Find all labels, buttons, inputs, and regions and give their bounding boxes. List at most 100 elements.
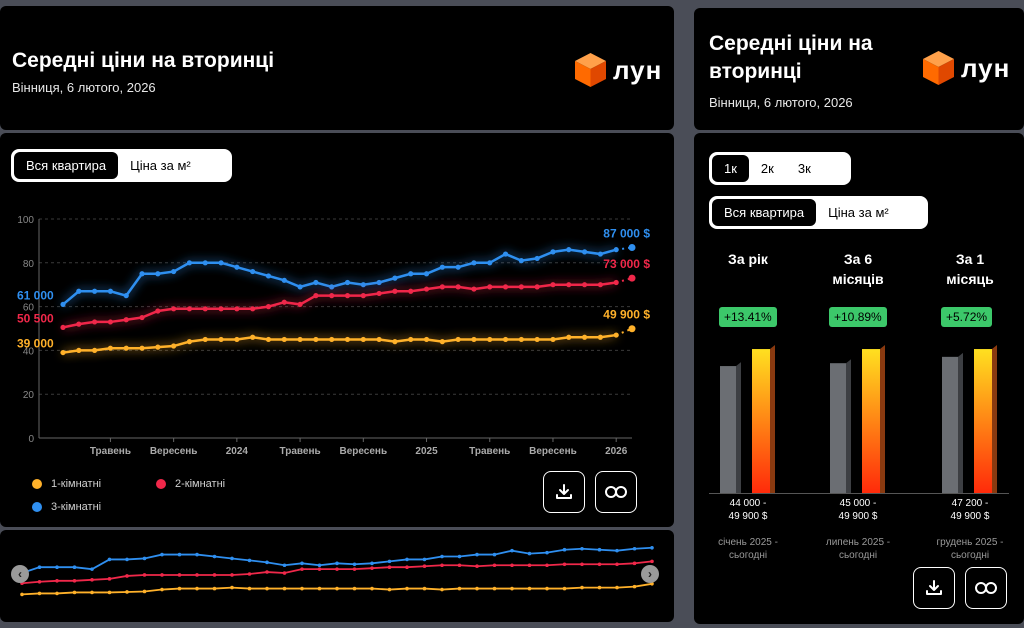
data-point-r2[interactable] — [439, 284, 445, 290]
copy-link-button[interactable] — [595, 471, 637, 513]
data-point-r1[interactable] — [218, 336, 224, 343]
bar-old-price[interactable] — [720, 366, 736, 493]
data-point-r3[interactable] — [550, 249, 556, 255]
legend-item-3-room[interactable]: 3-кімнатні — [32, 501, 101, 513]
data-point-r1[interactable] — [265, 336, 272, 343]
data-point-r3[interactable] — [107, 288, 114, 294]
data-point-r2[interactable] — [423, 286, 430, 292]
data-point-r1[interactable] — [297, 336, 303, 343]
data-point-r2[interactable] — [502, 284, 509, 290]
navigator-right-button[interactable]: › — [641, 565, 659, 583]
data-point-r1[interactable] — [550, 336, 556, 343]
data-point-r1[interactable] — [471, 336, 477, 343]
data-point-r3[interactable] — [566, 247, 572, 253]
data-point-r3[interactable] — [628, 243, 636, 251]
data-point-r3[interactable] — [502, 251, 509, 257]
data-point-r1[interactable] — [628, 325, 636, 333]
data-point-r2[interactable] — [250, 306, 256, 312]
data-point-r3[interactable] — [281, 277, 287, 283]
data-point-r1[interactable] — [597, 334, 603, 340]
data-point-r3[interactable] — [265, 273, 272, 279]
data-point-r3[interactable] — [155, 271, 161, 277]
data-point-r2[interactable] — [534, 284, 540, 290]
data-point-r2[interactable] — [234, 306, 240, 312]
side-download-button[interactable] — [913, 567, 955, 609]
data-point-r1[interactable] — [502, 336, 509, 343]
data-point-r2[interactable] — [408, 288, 414, 294]
data-point-r2[interactable] — [628, 274, 636, 282]
data-point-r3[interactable] — [534, 255, 540, 262]
data-point-r2[interactable] — [297, 301, 303, 308]
toggle-whole-apartment[interactable]: Вся квартира — [14, 152, 119, 179]
data-point-r1[interactable] — [344, 336, 351, 343]
data-point-r3[interactable] — [408, 271, 414, 277]
data-point-r1[interactable] — [155, 344, 161, 350]
data-point-r2[interactable] — [376, 290, 382, 297]
data-point-r1[interactable] — [534, 336, 540, 343]
data-point-r2[interactable] — [518, 284, 524, 290]
data-point-r2[interactable] — [487, 284, 493, 290]
data-point-r1[interactable] — [329, 336, 335, 343]
data-point-r2[interactable] — [186, 306, 193, 312]
data-point-r1[interactable] — [123, 345, 129, 351]
data-point-r2[interactable] — [329, 293, 335, 299]
data-point-r1[interactable] — [92, 347, 98, 353]
bar-old-price[interactable] — [942, 356, 958, 493]
data-point-r1[interactable] — [439, 339, 445, 345]
data-point-r3[interactable] — [597, 251, 603, 257]
data-point-r3[interactable] — [250, 268, 256, 275]
data-point-r2[interactable] — [171, 306, 177, 312]
data-point-r2[interactable] — [218, 306, 224, 312]
data-point-r2[interactable] — [455, 284, 461, 290]
bar-old-price[interactable] — [830, 363, 846, 493]
data-point-r1[interactable] — [423, 336, 430, 343]
data-point-r2[interactable] — [202, 306, 208, 312]
data-point-r3[interactable] — [123, 293, 129, 299]
download-button[interactable] — [543, 471, 585, 513]
data-point-r3[interactable] — [171, 268, 177, 275]
data-point-r3[interactable] — [360, 282, 366, 288]
data-point-r2[interactable] — [92, 319, 98, 325]
data-point-r3[interactable] — [329, 284, 335, 290]
bar-new-price[interactable] — [974, 349, 992, 493]
data-point-r3[interactable] — [455, 264, 461, 270]
data-point-r2[interactable] — [344, 293, 351, 299]
data-point-r2[interactable] — [360, 293, 366, 299]
data-point-r3[interactable] — [202, 260, 208, 266]
data-point-r3[interactable] — [60, 301, 66, 308]
data-point-r3[interactable] — [186, 260, 193, 266]
data-point-r1[interactable] — [234, 336, 240, 343]
data-point-r3[interactable] — [234, 264, 240, 270]
data-point-r3[interactable] — [139, 271, 145, 277]
data-point-r1[interactable] — [202, 336, 208, 343]
data-point-r1[interactable] — [313, 336, 319, 343]
data-point-r2[interactable] — [155, 308, 161, 314]
data-point-r1[interactable] — [392, 339, 398, 345]
data-point-r1[interactable] — [360, 336, 366, 343]
data-point-r1[interactable] — [139, 345, 145, 351]
side-toggle-price-per-m2[interactable]: Ціна за м² — [828, 205, 889, 220]
toggle-3-room[interactable]: 3к — [797, 161, 811, 176]
data-point-r2[interactable] — [581, 282, 588, 288]
data-point-r1[interactable] — [376, 336, 382, 343]
data-point-r1[interactable] — [487, 336, 493, 343]
data-point-r3[interactable] — [487, 260, 493, 266]
navigator-left-button[interactable]: ‹ — [11, 565, 29, 583]
data-point-r1[interactable] — [455, 336, 461, 343]
data-point-r2[interactable] — [76, 321, 82, 327]
data-point-r3[interactable] — [392, 275, 398, 281]
data-point-r2[interactable] — [597, 282, 603, 288]
data-point-r1[interactable] — [518, 336, 524, 343]
data-point-r2[interactable] — [550, 282, 556, 288]
toggle-price-per-m2[interactable]: Ціна за м² — [130, 158, 191, 173]
data-point-r3[interactable] — [439, 264, 445, 270]
data-point-r1[interactable] — [250, 334, 256, 340]
data-point-r1[interactable] — [186, 339, 193, 345]
data-point-r1[interactable] — [76, 347, 82, 353]
navigator-chart[interactable] — [0, 530, 674, 622]
data-point-r3[interactable] — [613, 247, 619, 253]
data-point-r1[interactable] — [281, 336, 287, 343]
data-point-r3[interactable] — [581, 249, 588, 255]
data-point-r3[interactable] — [471, 260, 477, 266]
data-point-r1[interactable] — [107, 345, 114, 351]
